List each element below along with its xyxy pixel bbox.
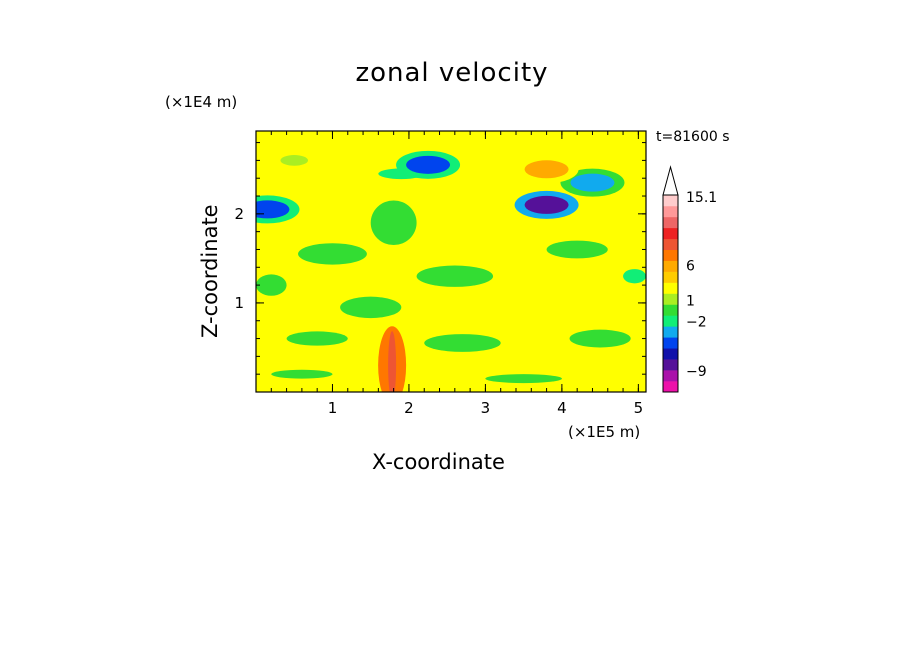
colorbar-arrow xyxy=(662,165,679,196)
contour-patch xyxy=(256,224,302,239)
feature-core xyxy=(406,155,451,174)
colorbar-swatch xyxy=(663,260,678,272)
contour-patch xyxy=(485,374,562,384)
colorbar-swatch xyxy=(663,348,678,360)
x-tick-label: 3 xyxy=(481,399,491,417)
x-tick-label: 5 xyxy=(634,399,644,417)
contour-patch xyxy=(416,265,494,287)
feature-core xyxy=(524,195,569,214)
colorbar-swatch xyxy=(663,315,678,327)
colorbar-label: 1 xyxy=(686,294,695,310)
contour-patch xyxy=(298,243,367,265)
feature-core xyxy=(524,160,569,179)
colorbar-swatch xyxy=(663,216,678,229)
plot-frame xyxy=(255,130,647,393)
x-axis-label: X-coordinate xyxy=(372,450,505,474)
colorbar-frame xyxy=(662,194,679,393)
time-label: t=81600 s xyxy=(656,129,730,145)
feature-core xyxy=(256,200,290,219)
contour-patch xyxy=(340,296,402,319)
colorbar-swatch xyxy=(663,370,678,382)
feature-core xyxy=(570,173,615,192)
colorbar-label: 6 xyxy=(686,258,695,274)
x-axis: 1 2 3 4 5 xyxy=(270,131,644,417)
colorbar-label: −9 xyxy=(686,364,707,380)
colorbar-label: 15.1 xyxy=(686,190,717,206)
colorbar-swatch xyxy=(663,195,678,207)
contour-field xyxy=(256,131,646,392)
chart-title: zonal velocity xyxy=(355,58,549,88)
contour-patch xyxy=(370,200,417,246)
colorbar-swatch xyxy=(663,293,678,305)
contour-patch xyxy=(523,305,570,319)
x-tick-label: 2 xyxy=(404,399,414,417)
colorbar-swatch xyxy=(663,205,678,218)
contour-patch xyxy=(447,142,509,161)
contour-patch xyxy=(569,329,631,348)
colorbar-swatch xyxy=(663,359,678,371)
contour-patch xyxy=(336,167,375,180)
y-tick-label: 1 xyxy=(234,294,244,312)
contour-patch xyxy=(271,369,333,379)
contour-patch xyxy=(485,215,532,230)
x-tick-label: 1 xyxy=(328,399,338,417)
x-axis-multiplier: (×1E5 m) xyxy=(568,423,641,441)
contour-patch xyxy=(256,274,287,296)
contour-patch xyxy=(280,155,308,166)
contour-patch xyxy=(424,334,501,352)
colorbar-swatch xyxy=(663,271,678,283)
colorbar-label: −2 xyxy=(686,315,707,331)
colorbar-swatch xyxy=(663,282,678,294)
colorbar-swatch xyxy=(663,304,678,316)
contour-patch xyxy=(615,222,646,241)
feature-core xyxy=(388,331,397,392)
x-tick-label: 4 xyxy=(557,399,567,417)
colorbar-swatch xyxy=(663,227,678,240)
colorbar-swatch xyxy=(663,249,678,261)
colorbar-swatch xyxy=(663,381,678,393)
colorbar: 15.1 6 1 −2 −9 xyxy=(662,165,717,393)
y-tick-label: 2 xyxy=(234,205,244,223)
colorbar-swatch xyxy=(663,238,678,251)
contour-patch xyxy=(286,331,348,346)
colorbar-swatch xyxy=(663,326,678,338)
contour-patch xyxy=(623,269,646,284)
y-axis-multiplier: (×1E4 m) xyxy=(165,93,238,111)
contour-patch xyxy=(473,185,513,198)
contour-patch xyxy=(581,139,635,156)
y-axis: 12 xyxy=(234,142,646,375)
contour-patch xyxy=(546,240,608,259)
contour-patch xyxy=(405,187,459,205)
colorbar-swatch xyxy=(663,337,678,349)
